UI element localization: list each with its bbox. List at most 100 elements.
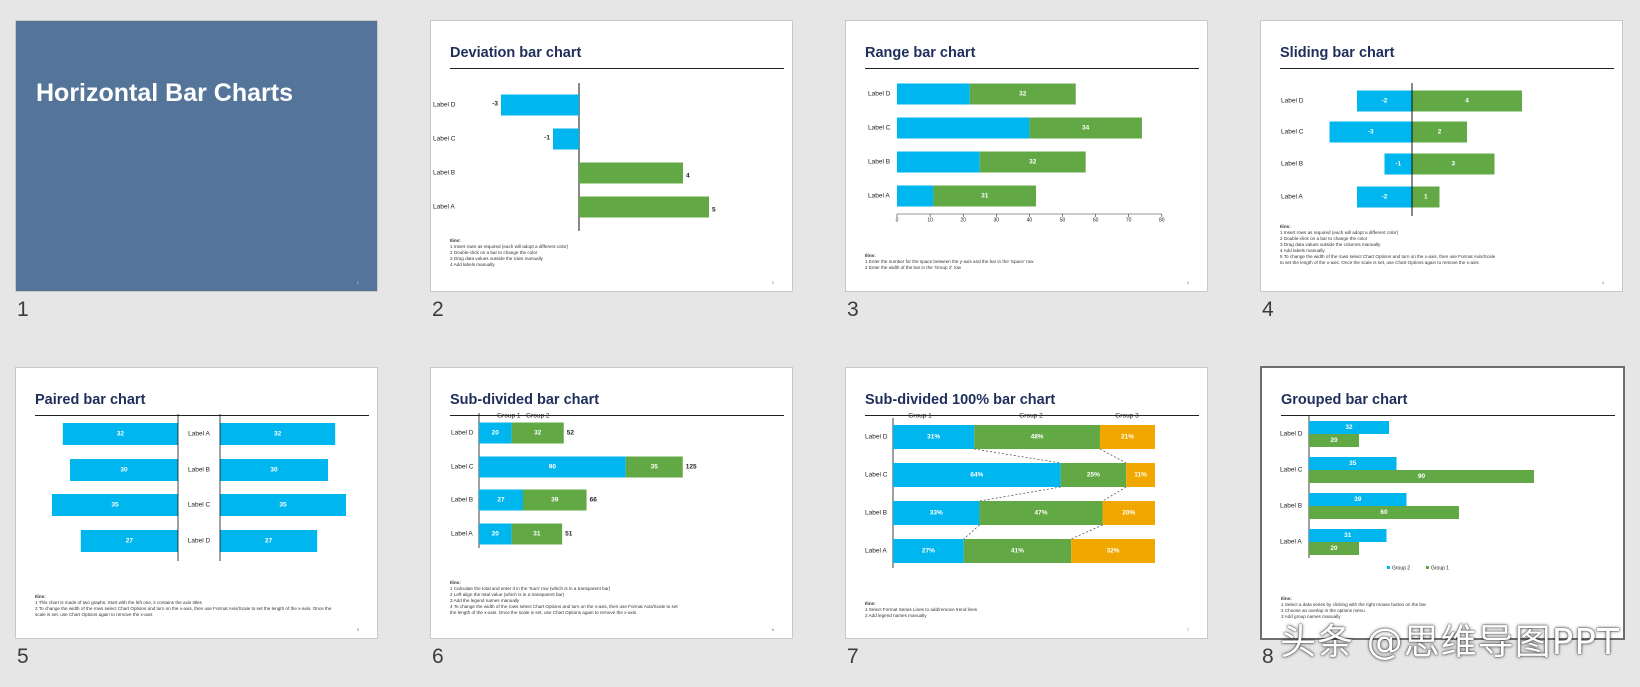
notes: Ilins: 1 Calculate the total and enter i… bbox=[450, 580, 678, 616]
slide-number-4: 4 bbox=[1262, 298, 1274, 321]
series-line bbox=[963, 524, 980, 540]
data-label: 47% bbox=[1035, 510, 1048, 517]
slide-number-7: 7 bbox=[847, 645, 859, 668]
category-label: Label D bbox=[1281, 98, 1304, 105]
data-label: 20 bbox=[492, 430, 500, 437]
category-label: Label C bbox=[865, 472, 888, 479]
bar-space bbox=[897, 117, 1030, 139]
title-rule bbox=[450, 68, 784, 69]
note-line: 4 Add labels manually bbox=[1280, 248, 1325, 253]
bar-group1 bbox=[1309, 506, 1459, 519]
bar-group2 bbox=[1309, 421, 1389, 434]
category-label: Label C bbox=[188, 502, 211, 509]
bar-right bbox=[220, 494, 346, 516]
note-line: 2 Enter the width of the bar in the 'Gro… bbox=[865, 265, 961, 270]
subdivided-100-chart: Group 1 Group 2 Group 3 31% 48% 21% Label D 64%… bbox=[865, 413, 1155, 568]
bar-segment bbox=[893, 539, 964, 563]
bar-group1 bbox=[1309, 542, 1359, 555]
data-label: -1 bbox=[544, 135, 550, 142]
notes-heading: Ilins: bbox=[865, 253, 876, 258]
slide-thumbnail-6[interactable]: Sub-divided bar chart Group 1 Group 2 20 32… bbox=[430, 367, 793, 639]
note-line: 3 Drag data values outside the columns m… bbox=[1280, 242, 1381, 247]
note-line: 2 Left align the total value (which is i… bbox=[450, 592, 565, 597]
notes: Ilins: 1 This chart is made of two graph… bbox=[35, 594, 331, 618]
data-label: 5 bbox=[712, 207, 716, 214]
bar-group1 bbox=[479, 456, 626, 478]
category-label: Label B bbox=[188, 467, 210, 474]
bar-left bbox=[1357, 90, 1412, 112]
note-line: the length of the x-axis. Once the scale… bbox=[450, 610, 637, 615]
bar bbox=[579, 162, 683, 184]
data-label: 32 bbox=[1345, 424, 1353, 431]
page-number: 6 bbox=[771, 627, 774, 632]
tick-label: 0 bbox=[896, 217, 899, 223]
bar-right bbox=[1412, 186, 1440, 208]
note-line: 1 Select Format Series Lines to add/remo… bbox=[865, 607, 978, 612]
data-label: 20 bbox=[1330, 545, 1338, 552]
tick-label: 30 bbox=[994, 217, 1000, 223]
category-label: Label C bbox=[433, 136, 456, 143]
bar-left bbox=[1384, 153, 1412, 175]
bar-group2 bbox=[523, 489, 587, 511]
data-label: 20 bbox=[492, 531, 500, 538]
notes-heading: Ilins: bbox=[865, 601, 876, 606]
bar-right bbox=[220, 423, 336, 445]
slide-thumbnail-7[interactable]: Sub-divided 100% bar chart Group 1 Group … bbox=[845, 367, 1208, 639]
bar bbox=[501, 94, 579, 116]
data-label: 35 bbox=[1349, 460, 1357, 467]
note-line: 1 This chart is made of two graphs. Star… bbox=[35, 600, 202, 605]
note-line: 4 To change the width of the rows select… bbox=[450, 604, 678, 609]
bar bbox=[969, 83, 1076, 105]
category-label: Label A bbox=[188, 431, 210, 438]
legend-label: Group 2 bbox=[1392, 565, 1410, 571]
note-line: 2 Double-click on a bar to change the co… bbox=[1280, 236, 1368, 241]
bar-group2 bbox=[1309, 529, 1387, 542]
bar-left bbox=[1329, 121, 1412, 143]
note-line: 2 To change the width of the rows select… bbox=[35, 606, 332, 611]
note-line: 3 Add group names manually bbox=[1281, 614, 1341, 619]
notes: Ilins: 1 Insert rows as required (each w… bbox=[1280, 224, 1495, 266]
sliding-chart: -2 4 Label D -3 2 Label C -1 3 Label B -2 1 Label A bbox=[1281, 83, 1522, 216]
bar-group1 bbox=[1309, 470, 1534, 483]
data-label: -2 bbox=[1382, 98, 1388, 105]
bar-left bbox=[62, 423, 178, 445]
bar-segment bbox=[1102, 501, 1155, 525]
bar-segment bbox=[893, 501, 980, 525]
slide-thumbnail-2[interactable]: Deviation bar chart Label D -3 Label C -1 La… bbox=[430, 20, 793, 292]
tick-label: 10 bbox=[927, 217, 933, 223]
notes: Ilins: 1 Select a data series by clickin… bbox=[1281, 596, 1426, 620]
page-number: 2 bbox=[771, 280, 774, 285]
legend-label: Group 1 bbox=[1431, 565, 1449, 571]
notes-heading: Ilins: bbox=[1280, 224, 1291, 229]
slide-number-6: 6 bbox=[432, 645, 444, 668]
slide-title: Deviation bar chart bbox=[450, 45, 582, 61]
slide-title: Grouped bar chart bbox=[1281, 392, 1408, 408]
data-label: 90 bbox=[549, 464, 557, 471]
notes: Ilins: 1 Select Format Series Lines to a… bbox=[865, 601, 977, 619]
title-rule bbox=[1281, 415, 1615, 416]
slide-thumbnail-1[interactable]: Horizontal Bar Charts 1 bbox=[15, 20, 378, 292]
bar-segment bbox=[1099, 425, 1155, 449]
note-line: 1 Insert rows as required (each will ado… bbox=[1280, 230, 1399, 235]
category-label: Label B bbox=[865, 510, 887, 517]
slide-thumbnail-8[interactable]: Grouped bar chart 32 20 Label D 35 90 Label C… bbox=[1260, 366, 1625, 640]
total-label: 51 bbox=[565, 531, 573, 538]
category-label: Label D bbox=[1280, 431, 1303, 438]
slide-thumbnail-3[interactable]: Range bar chart 32 Label D 34 Label C 32 Labe… bbox=[845, 20, 1208, 292]
data-label: 27% bbox=[922, 548, 935, 555]
tick-label: 70 bbox=[1126, 217, 1132, 223]
category-label: Label D bbox=[188, 538, 211, 545]
data-label: 39 bbox=[1354, 496, 1362, 503]
legend-label: Group 1 bbox=[497, 413, 521, 420]
series-line bbox=[1071, 524, 1103, 540]
data-label: 20 bbox=[1330, 437, 1338, 444]
bar bbox=[579, 196, 709, 218]
legend-label: Group 1 bbox=[908, 413, 932, 420]
data-label: 33% bbox=[930, 510, 943, 517]
note-line: 1 Calculate the total and enter it in th… bbox=[450, 586, 611, 591]
category-label: Label A bbox=[451, 531, 473, 538]
bar bbox=[933, 185, 1037, 207]
slide-thumbnail-4[interactable]: Sliding bar chart -2 4 Label D -3 2 Label C -1… bbox=[1260, 20, 1623, 292]
bar-segment bbox=[1060, 463, 1127, 487]
